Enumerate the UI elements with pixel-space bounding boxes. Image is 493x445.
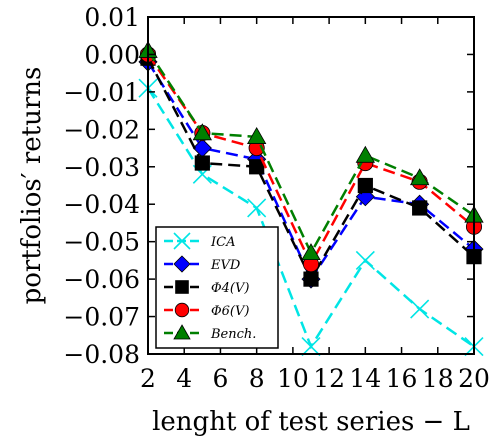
legend-item: Bench. — [164, 324, 256, 342]
x-tick-label: 6 — [212, 364, 228, 393]
y-tick-label: 0.01 — [84, 3, 140, 32]
legend-item: Φ4(V) — [164, 280, 249, 296]
legend-item: ICA — [164, 232, 235, 250]
x-tick-label: 16 — [386, 364, 418, 393]
y-tick-label: 0.00 — [84, 40, 140, 69]
data-point — [301, 243, 321, 261]
data-point — [355, 250, 375, 270]
data-point — [301, 336, 321, 357]
y-tick-label: −0.02 — [63, 115, 140, 144]
legend-marker — [175, 280, 189, 294]
data-point — [249, 159, 265, 175]
data-point — [409, 168, 430, 186]
x-tick-label: 20 — [458, 364, 490, 393]
data-point — [355, 145, 376, 163]
ticks-layer: 2 4 6 8 10 12 14 16 18 20 0.01 0.00 −0.01 −0.02 −0.03 −… — [63, 3, 490, 393]
data-point — [357, 177, 373, 194]
data-point — [194, 155, 210, 171]
legend-label: Bench. — [210, 327, 256, 342]
y-tick-label: −0.07 — [63, 303, 140, 332]
plot-frame — [147, 16, 475, 355]
series-layer — [138, 40, 484, 357]
legend-item: EVD — [164, 255, 241, 273]
data-point — [246, 127, 267, 144]
y-tick-label: −0.06 — [63, 265, 140, 294]
legend-label: Φ4(V) — [211, 281, 249, 296]
data-point — [303, 271, 319, 287]
legend-marker — [173, 232, 191, 250]
y-tick-label: −0.05 — [63, 228, 140, 257]
x-tick-label: 8 — [249, 364, 265, 393]
x-tick-label: 4 — [176, 364, 192, 393]
y-tick-label: −0.01 — [63, 78, 140, 107]
x-axis-label: lenght of test series − L — [152, 407, 470, 437]
x-tick-label: 10 — [277, 364, 309, 393]
y-tick-label: −0.04 — [63, 190, 140, 219]
legend-label: EVD — [210, 258, 241, 273]
legend-item: Φ6(V) — [164, 302, 249, 319]
legend-label: Φ6(V) — [211, 304, 249, 319]
y-tick-label: −0.03 — [63, 153, 140, 182]
y-tick-label: −0.08 — [63, 340, 140, 369]
data-point — [192, 123, 213, 141]
legend-marker — [173, 324, 191, 340]
legend-marker — [174, 302, 190, 318]
y-axis-label: portfolios′ returns — [17, 67, 47, 305]
series-5 — [138, 40, 484, 261]
legend-label: ICA — [210, 235, 235, 250]
data-point — [247, 198, 267, 218]
legend-marker — [173, 255, 191, 273]
x-tick-label: 18 — [422, 364, 454, 393]
data-point — [192, 138, 212, 158]
legend: ICA EVD Φ4(V) Φ6(V) Bench. — [155, 226, 279, 349]
data-point — [410, 299, 430, 319]
x-tick-label: 14 — [349, 364, 381, 393]
data-point — [412, 200, 428, 216]
x-tick-label: 2 — [140, 364, 156, 393]
x-tick-label: 12 — [313, 364, 345, 393]
